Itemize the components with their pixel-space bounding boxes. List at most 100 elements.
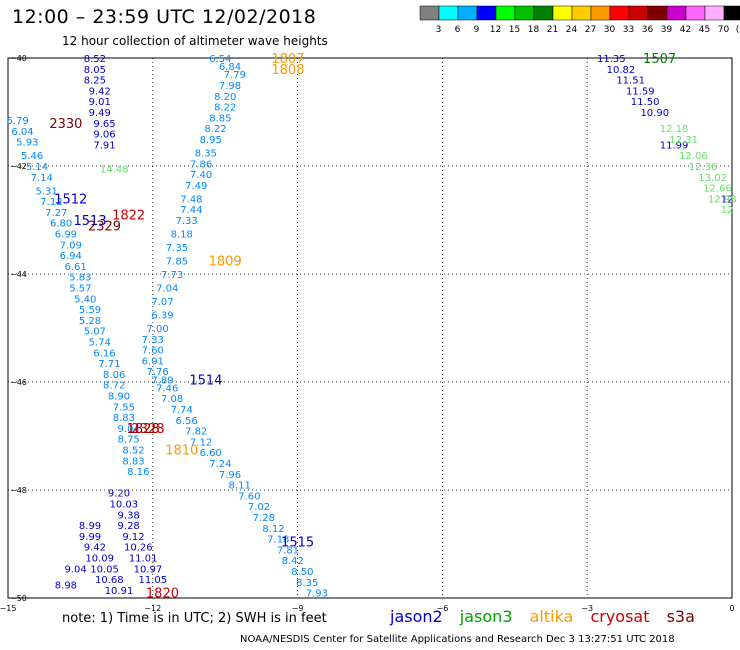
- wave-height-value: 6.99: [55, 230, 77, 241]
- wave-height-value: 5.28: [79, 316, 101, 327]
- wave-height-value: 5.46: [21, 151, 43, 162]
- x-tick-label: −15: [0, 604, 16, 613]
- colorbar-swatch: [533, 5, 554, 21]
- wave-height-value: 8.83: [113, 413, 135, 424]
- colorbar-label: 27: [585, 25, 596, 35]
- y-tick-label: −46: [10, 378, 27, 387]
- satellite-jason2: jason2: [390, 607, 443, 626]
- wave-height-value: 10.09: [85, 554, 114, 565]
- x-tick-label: −9: [292, 604, 304, 613]
- wave-height-value: 9.99: [79, 532, 101, 543]
- wave-height-value: 8.72: [103, 381, 125, 392]
- wave-height-value: 12.31: [669, 135, 698, 146]
- wave-height-value: 7.08: [161, 394, 183, 405]
- wave-height-value: 7.40: [190, 170, 212, 181]
- wave-height-value: 10.82: [607, 65, 636, 76]
- wave-height-value: 8.18: [171, 230, 193, 241]
- wave-height-value: 7.27: [45, 208, 67, 219]
- wave-height-value: 7.93: [306, 589, 328, 600]
- wave-height-value: 8.50: [291, 567, 313, 578]
- x-tick-label: −6: [437, 604, 449, 613]
- wave-height-value: 7.96: [219, 470, 241, 481]
- wave-height-value: 10.90: [640, 108, 669, 119]
- wave-height-value: 10.05: [90, 564, 119, 575]
- grid-lines: [8, 58, 732, 598]
- time-label: 2329: [88, 219, 121, 234]
- colorbar-label: 36: [642, 25, 654, 35]
- wave-height-value: 6.54: [209, 54, 231, 65]
- wave-height-value: 11.35: [597, 54, 626, 65]
- wave-height-value: 11.01: [129, 554, 158, 565]
- colorbar-label: 6: [455, 25, 461, 35]
- y-tick-label: −50: [10, 594, 27, 603]
- colorbar-swatch: [476, 5, 497, 21]
- wave-height-value: 7.86: [190, 159, 212, 170]
- wave-height-value: 8.98: [55, 581, 77, 592]
- wave-height-value: 8.99: [79, 521, 101, 532]
- wave-height-value: 9.38: [118, 510, 140, 521]
- wave-height-value: 14.48: [100, 165, 129, 176]
- wave-height-value: 8.52: [84, 54, 106, 65]
- colorbar-swatch: [495, 5, 516, 21]
- colorbar-swatch: [628, 5, 649, 21]
- y-tick-label: −48: [10, 486, 27, 495]
- wave-height-value: 9.04: [64, 564, 86, 575]
- wave-height-value: 8.25: [84, 76, 106, 87]
- colorbar-label: 24: [566, 25, 578, 35]
- wave-height-value: 9.12: [122, 532, 144, 543]
- wave-height-value: 6.91: [142, 356, 164, 367]
- wave-height-value: 9.42: [84, 543, 106, 554]
- colorbar-label: 18: [528, 25, 540, 35]
- wave-height-value: 5.57: [69, 284, 91, 295]
- wave-height-value: 8.75: [118, 435, 140, 446]
- wave-height-value: 7.98: [219, 81, 241, 92]
- wave-height-value: 11.99: [660, 140, 689, 151]
- wave-height-value: 8.22: [214, 103, 236, 114]
- wave-height-value: 7.49: [185, 181, 207, 192]
- satellite-s3a: s3a: [666, 607, 695, 626]
- time-label: 1820: [146, 587, 179, 602]
- colorbar-label: 39: [661, 25, 673, 35]
- colorbar-label: 3: [436, 25, 442, 35]
- wave-height-value: 7.71: [98, 359, 120, 370]
- time-label: 1512: [54, 192, 87, 207]
- satellite-jason3: jason3: [459, 607, 513, 626]
- wave-height-value: 11.51: [616, 76, 645, 87]
- wave-height-value: 7.46: [156, 383, 178, 394]
- time-label: 1513: [74, 214, 107, 229]
- colorbar-swatch: [704, 5, 725, 21]
- time-label: 1507: [643, 52, 676, 67]
- wave-height-value: 5.31: [35, 186, 57, 197]
- wave-height-value: 8.42: [282, 556, 304, 567]
- wave-height-value: 7.82: [185, 427, 207, 438]
- wave-height-value: 7.48: [180, 194, 202, 205]
- wave-height-value: 7.55: [113, 402, 135, 413]
- wave-height-value: 5.93: [16, 138, 38, 149]
- wave-height-value: 7.73: [161, 270, 183, 281]
- wave-height-value: 6.61: [64, 262, 86, 273]
- wave-height-value: 7.89: [151, 375, 173, 386]
- time-label: 2328: [131, 422, 164, 437]
- wave-height-value: 8.35: [195, 149, 217, 160]
- wave-height-value: 8.11: [229, 481, 251, 492]
- wave-height-value: 7.35: [166, 243, 188, 254]
- wave-height-value: 5.83: [69, 273, 91, 284]
- wave-height-value: 7.60: [142, 346, 164, 357]
- colorbar-swatch: [552, 5, 573, 21]
- wave-height-value: 6.60: [200, 448, 222, 459]
- wave-height-value: 8.16: [127, 467, 149, 478]
- wave-height-value: 8.35: [296, 578, 318, 589]
- wave-height-value: 9.65: [93, 119, 115, 130]
- x-tick-label: −12: [144, 604, 161, 613]
- time-label: 2330: [49, 117, 82, 132]
- x-tick-label: 0: [729, 604, 734, 613]
- colorbar-swatch: [457, 5, 478, 21]
- wave-height-value: 5.59: [79, 305, 101, 316]
- wave-height-value: 10.97: [134, 564, 163, 575]
- time-label: 1822: [112, 209, 145, 224]
- wave-height-value: 8.83: [122, 456, 144, 467]
- wave-height-value: 6.79: [7, 116, 29, 127]
- wave-height-value: 12: [721, 194, 734, 205]
- wave-height-value: 8.12: [262, 524, 284, 535]
